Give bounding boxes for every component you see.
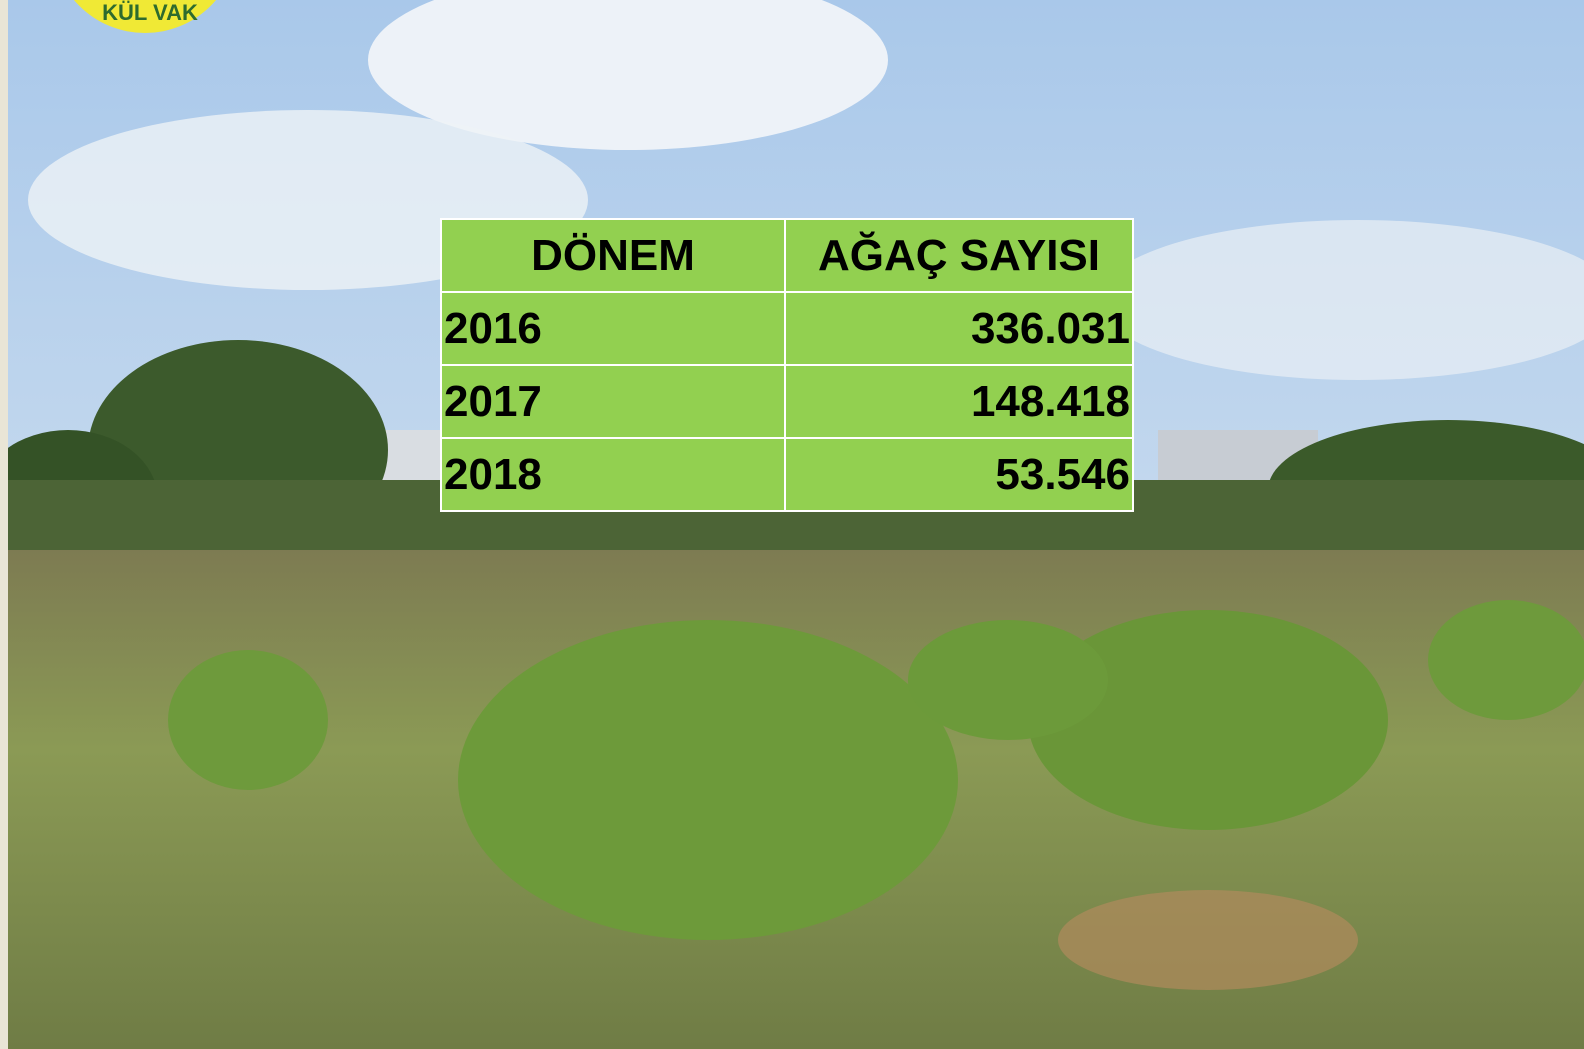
header-cell: AĞAÇ SAYISI [785, 219, 1133, 292]
slide: KÜL VAK DÖNEM AĞAÇ SAYISI 2016336.031201… [0, 0, 1584, 1049]
logo-text: KÜL VAK [102, 0, 198, 25]
logo: KÜL VAK [0, 0, 260, 40]
count-cell: 336.031 [785, 292, 1133, 365]
year-cell: 2018 [441, 438, 785, 511]
header-row: DÖNEM AĞAÇ SAYISI [441, 219, 1133, 292]
year-cell: 2016 [441, 292, 785, 365]
year-cell: 2017 [441, 365, 785, 438]
count-cell: 53.546 [785, 438, 1133, 511]
header-cell: DÖNEM [441, 219, 785, 292]
background-photo [8, 0, 1584, 1049]
count-cell: 148.418 [785, 365, 1133, 438]
